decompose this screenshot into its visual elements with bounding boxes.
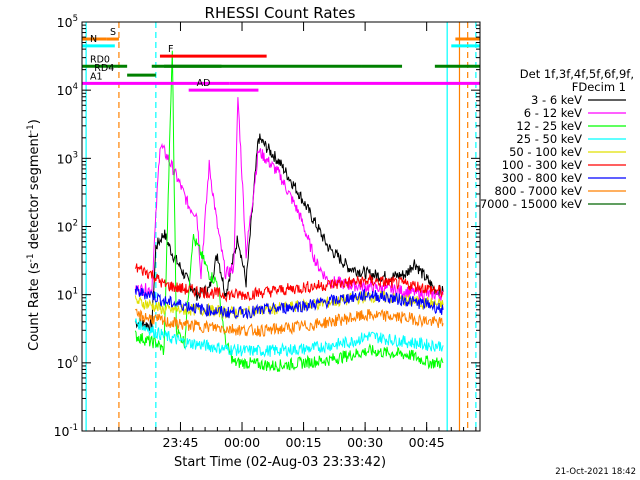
y-axis: 10-1 100 101 102 103 104 105	[54, 14, 480, 439]
flag-ad-label: AD	[197, 78, 211, 89]
x-tick-label-4: 00:45	[409, 435, 445, 450]
series-line-2	[134, 50, 444, 372]
flag-rd0-label: RD0	[90, 54, 110, 65]
flag-rd4-label: RD4	[94, 63, 114, 74]
x-axis: 23:45 00:00 00:15 00:30 00:45	[81, 22, 477, 450]
flag-f-label: F	[168, 44, 173, 55]
legend-label-2: 12 - 25 keV	[516, 119, 582, 133]
x-tick-label-1: 00:00	[224, 435, 260, 450]
legend-label-8: 7000 - 15000 keV	[480, 197, 582, 211]
y-tick-label-2: 101	[57, 287, 78, 303]
series-line-0	[134, 133, 444, 331]
y-axis-label-end: )	[27, 119, 42, 124]
y-axis-label-main: Count Rate (s	[27, 262, 42, 351]
legend-header-1: Det 1f,3f,4f,5f,6f,9f,	[520, 67, 634, 81]
footer-date: 21-Oct-2021 18:42	[555, 467, 636, 477]
series-line-1	[134, 97, 444, 301]
x-tick-label-0: 23:45	[162, 435, 198, 450]
y-tick-label-5: 104	[57, 82, 78, 98]
legend-label-5: 100 - 300 keV	[502, 158, 582, 172]
chart-title: RHESSI Count Rates	[205, 4, 356, 22]
legend-label-0: 3 - 6 keV	[531, 93, 582, 107]
legend-label-7: 800 - 7000 keV	[494, 184, 582, 198]
y-tick-label-1: 100	[57, 355, 78, 371]
legend-label-6: 300 - 800 keV	[502, 171, 582, 185]
x-tick-label-2: 00:15	[286, 435, 322, 450]
flag-a1-label: A1	[90, 71, 103, 82]
y-axis-label-exp2: -1	[26, 124, 36, 133]
legend-label-4: 50 - 100 keV	[509, 145, 582, 159]
flag-n-label: N	[90, 34, 97, 45]
y-axis-label-exp1: -1	[26, 253, 36, 262]
y-axis-label-mid: detector segment	[27, 133, 42, 253]
y-tick-label-3: 102	[57, 219, 78, 235]
series-line-5	[134, 263, 444, 303]
legend-label-1: 6 - 12 keV	[524, 106, 582, 120]
x-tick-label-3: 00:30	[347, 435, 383, 450]
flag-s-label: S	[110, 27, 116, 38]
legend: Det 1f,3f,4f,5f,6f,9f, FDecim 1 3 - 6 ke…	[480, 67, 634, 211]
legend-header-2: FDecim 1	[572, 80, 626, 94]
y-axis-label: Count Rate (s-1 detector segment-1)	[26, 119, 42, 351]
y-tick-label-0: 10-1	[54, 423, 78, 439]
series-line-3	[134, 317, 444, 358]
series-line-6	[134, 284, 444, 320]
y-tick-label-4: 103	[57, 150, 78, 166]
y-tick-label-6: 105	[57, 14, 78, 30]
legend-label-3: 25 - 50 keV	[516, 132, 582, 146]
x-axis-label: Start Time (02-Aug-03 23:33:42)	[174, 455, 386, 470]
plot-inner	[82, 22, 480, 431]
series-line-7	[134, 308, 444, 337]
